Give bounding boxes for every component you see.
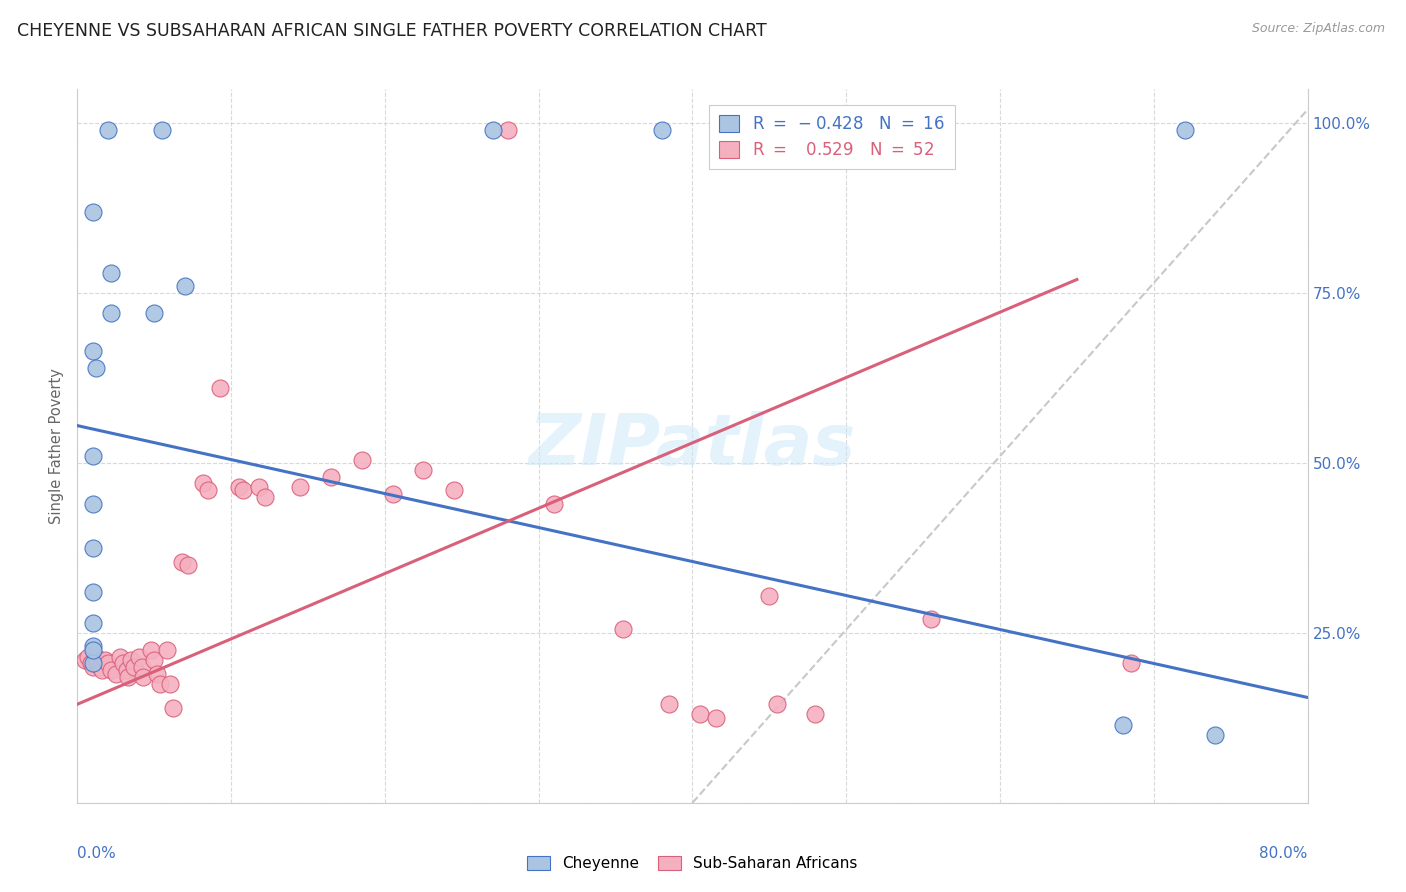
Point (110, 649, 132, 664)
Y-axis label: Single Father Poverty: Single Father Poverty (49, 368, 65, 524)
Point (689, 707, 711, 722)
Point (704, 711, 727, 725)
Point (170, 555, 193, 569)
Point (193, 476, 215, 491)
Point (104, 666, 127, 681)
Point (82, 343, 104, 358)
Point (159, 677, 181, 691)
Point (1119, 657, 1142, 671)
Point (84, 360, 107, 375)
Point (197, 483, 219, 498)
Point (651, 123, 673, 137)
Point (920, 612, 942, 626)
Point (612, 623, 634, 637)
Point (122, 660, 145, 674)
Text: CHEYENNE VS SUBSAHARAN AFRICAN SINGLE FATHER POVERTY CORRELATION CHART: CHEYENNE VS SUBSAHARAN AFRICAN SINGLE FA… (17, 22, 766, 40)
Point (141, 643, 163, 657)
Point (1112, 717, 1135, 731)
Text: Source: ZipAtlas.com: Source: ZipAtlas.com (1251, 22, 1385, 36)
Legend: Cheyenne, Sub-Saharan Africans: Cheyenne, Sub-Saharan Africans (522, 849, 863, 877)
Point (319, 469, 342, 483)
Point (131, 660, 153, 674)
Point (143, 306, 166, 320)
Point (77, 649, 100, 664)
Point (481, 123, 503, 137)
Point (146, 666, 169, 681)
Point (381, 486, 404, 500)
Point (117, 670, 139, 684)
Point (155, 643, 177, 657)
Point (94, 653, 117, 667)
Point (132, 670, 155, 684)
Point (177, 558, 200, 572)
Point (100, 306, 122, 320)
Point (658, 698, 681, 712)
Point (90, 663, 114, 677)
Point (100, 663, 122, 677)
Point (1204, 728, 1226, 742)
Point (112, 657, 135, 671)
Point (97, 657, 120, 671)
Point (1174, 123, 1197, 137)
Point (412, 463, 434, 477)
Point (115, 663, 138, 677)
Point (82, 541, 104, 555)
Point (290, 480, 312, 494)
Point (128, 649, 150, 664)
Text: 80.0%: 80.0% (1260, 846, 1308, 861)
Point (253, 490, 276, 504)
Point (100, 266, 122, 280)
Point (766, 698, 789, 712)
Point (174, 279, 197, 293)
Point (86, 657, 108, 671)
Point (82, 660, 104, 674)
Point (543, 497, 565, 511)
Point (82, 643, 104, 657)
Point (120, 653, 142, 667)
Point (209, 381, 232, 395)
Point (228, 480, 250, 494)
Point (496, 123, 519, 137)
Point (82, 449, 104, 463)
Point (149, 677, 172, 691)
Point (73, 653, 96, 667)
Text: ZIPatlas: ZIPatlas (529, 411, 856, 481)
Point (443, 483, 465, 498)
Point (82, 204, 104, 219)
Point (89, 660, 111, 674)
Point (82, 657, 104, 671)
Point (82, 640, 104, 654)
Point (143, 653, 166, 667)
Point (758, 589, 780, 603)
Point (82, 497, 104, 511)
Point (82, 615, 104, 630)
Point (232, 483, 254, 498)
Point (804, 707, 827, 722)
Text: 0.0%: 0.0% (77, 846, 117, 861)
Point (162, 700, 184, 714)
Point (82, 585, 104, 599)
Point (84, 649, 107, 664)
Point (350, 452, 373, 467)
Point (80, 657, 103, 671)
Point (150, 123, 173, 137)
Point (247, 480, 270, 494)
Point (97, 123, 120, 137)
